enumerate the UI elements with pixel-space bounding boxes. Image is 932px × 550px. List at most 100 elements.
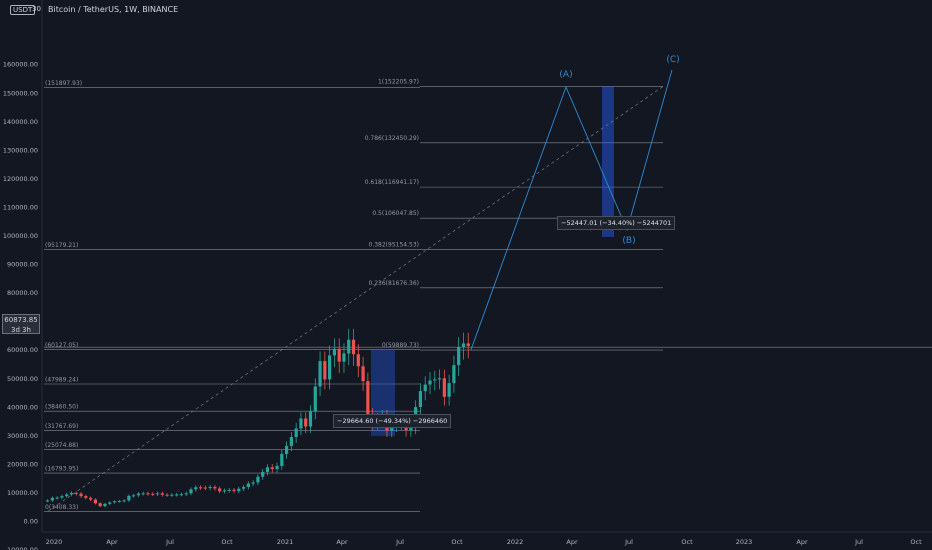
y-tick-label: 20000.00 (7, 460, 38, 468)
symbol-title: Bitcoin / TetherUS, 1W, BINANCE (48, 5, 179, 14)
measure-label-lower[interactable]: −29664.60 (−49.34%) −2966460 (333, 414, 452, 428)
y-tick-label: 80000.00 (7, 289, 38, 297)
candle-body (342, 353, 346, 362)
candle-body (227, 489, 231, 491)
x-tick-label: Jul (395, 538, 404, 546)
candle-body (275, 465, 279, 470)
candle-body (433, 379, 437, 381)
candle-body (165, 494, 169, 496)
candle-body (304, 418, 308, 427)
y-tick-label: -10000.00 (5, 546, 38, 550)
candle-body (457, 347, 461, 366)
candle-body (160, 493, 164, 495)
fib-level-label: 0.382(95154.53) (369, 241, 420, 248)
wave-label: (C) (666, 55, 679, 65)
x-tick-label: Oct (910, 538, 922, 546)
candle-body (323, 361, 327, 380)
fib-level-label: 0.786(132450.29) (365, 135, 419, 142)
candle-body (136, 493, 141, 496)
x-tick-label: Jul (854, 538, 863, 546)
candle-body (141, 493, 145, 495)
y-tick-label: 90000.00 (7, 261, 38, 269)
time-axis[interactable]: 2020 Apr Jul Oct 2021 Apr Jul Oct 2022 Apr Jul Oct 2… (42, 531, 932, 546)
candle-body (50, 497, 54, 501)
candle-body (437, 378, 442, 380)
fib-level-label: 0.236(81676.36) (369, 280, 420, 287)
last-price-value: 60873.85 (4, 316, 38, 324)
candle-body (318, 361, 322, 387)
fib-level-label: 0.5(106047.85) (372, 210, 419, 217)
candle-body (299, 418, 303, 429)
y-tick-label: 10000.00 (7, 489, 38, 497)
candle-body (251, 482, 255, 484)
candle-body (198, 487, 203, 489)
candle-body (151, 493, 155, 495)
y-tick-label: 60000.00 (7, 346, 38, 354)
candle-body (261, 471, 265, 477)
candle-body (189, 489, 193, 494)
y-tick-label: 160000.00 (3, 61, 38, 69)
candle-body (423, 384, 427, 392)
fib-level-label-lower: 0(3408.33) (45, 504, 78, 511)
fib-level-label-lower: (47989.24) (45, 376, 78, 383)
candle-body (213, 487, 217, 489)
candle-body (351, 339, 356, 355)
candle-body (280, 453, 284, 466)
x-tick-label: Apr (336, 538, 348, 546)
fibonacci-retracement[interactable]: 1(152205.97) 0.786(132450.29) 0.618(116941… (44, 78, 932, 512)
candle-body (256, 476, 260, 483)
x-tick-label: Apr (106, 538, 118, 546)
candle-body (194, 487, 198, 490)
y-tick-label: 100000.00 (3, 232, 38, 240)
x-tick-label: Oct (451, 538, 463, 546)
candle-body (332, 348, 336, 356)
y-tick-label: 130000.00 (3, 146, 38, 154)
trend-dashed-line (47, 86, 664, 512)
candle-body (294, 428, 298, 438)
candle-body (170, 494, 174, 496)
wave-path (470, 69, 673, 350)
quote-currency-badge[interactable]: USDT (10, 5, 36, 15)
candle-body (74, 493, 78, 495)
x-tick-label: 2020 (46, 538, 63, 546)
fib-level-label-lower: (38460.50) (45, 404, 78, 411)
candle-body (98, 503, 102, 507)
elliott-wave-projection[interactable]: (A) (B) (C) (47, 55, 680, 512)
candle-body (69, 493, 74, 495)
candle-body (103, 503, 107, 507)
y-tick-label: 30000.00 (7, 432, 38, 440)
candle-body (232, 489, 236, 492)
candle-body (46, 500, 50, 502)
candle-body (112, 501, 117, 503)
candle-body (108, 502, 112, 504)
y-tick-label: 50000.00 (7, 375, 38, 383)
candle-body (84, 496, 88, 498)
candle-body (241, 487, 246, 489)
candle-body (409, 427, 413, 431)
candle-body (337, 348, 341, 362)
candle-body (270, 467, 274, 470)
x-tick-label: 2023 (736, 538, 753, 546)
candle-body (60, 496, 64, 498)
candle-body (447, 383, 451, 397)
candle-body (237, 488, 241, 492)
candle-body (203, 487, 207, 489)
candle-body (93, 499, 97, 504)
candle-body (55, 497, 59, 499)
candle-body (361, 366, 365, 382)
fib-level-label-lower: (60127.05) (45, 342, 78, 349)
candle-body (132, 495, 136, 497)
last-price-tag: 60873.85 3d 3h (2, 314, 40, 334)
candle-body (184, 493, 188, 495)
candle-body (461, 343, 466, 348)
fib-level-label: 0.618(116941.17) (365, 179, 419, 186)
price-axis[interactable]: 160000.00 150000.00 140000.00 130000.00 1200… (3, 0, 43, 550)
candle-body (122, 500, 126, 502)
bar-countdown: 3d 3h (10, 326, 31, 334)
y-tick-label: 0.00 (24, 518, 38, 526)
measure-label-upper[interactable]: −52447.01 (−34.40%) −5244701 (557, 216, 676, 230)
fib-level-label-lower: (31767.69) (45, 423, 78, 430)
x-tick-label: Apr (796, 538, 808, 546)
quote-currency-suffix: 30 (32, 5, 41, 13)
